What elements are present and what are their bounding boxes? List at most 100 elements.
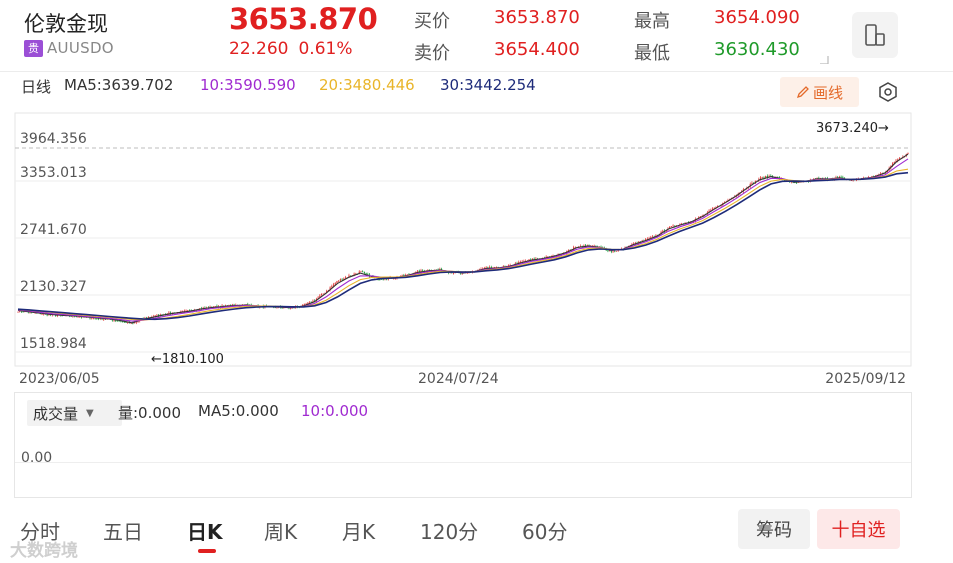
y-tick-label: 2130.327: [20, 279, 87, 295]
precious-metal-badge: 贵: [24, 39, 43, 57]
candle-body: [384, 279, 386, 281]
tab-120min[interactable]: 120分: [420, 520, 479, 544]
candle-body: [672, 225, 674, 227]
candle-body: [873, 176, 875, 177]
candle-body: [355, 273, 357, 275]
candle-body: [615, 250, 618, 252]
candle-body: [693, 221, 695, 222]
ma20-value: 20:3480.446: [319, 76, 415, 94]
ma5-value: MA5:3639.702: [64, 76, 174, 94]
high-label: 最高: [634, 11, 670, 32]
candle-body: [91, 318, 93, 320]
change-percent: 0.61%: [298, 39, 353, 59]
candle-body: [422, 270, 424, 272]
candle-body: [567, 249, 570, 252]
candle-body: [348, 275, 350, 278]
candle-body: [495, 267, 498, 268]
candle-body: [893, 161, 895, 164]
candle-body: [46, 313, 48, 316]
kline-chart[interactable]: 3964.356 3353.013 2741.670 2130.327 1518.984…: [0, 112, 953, 392]
candle-body: [528, 259, 530, 261]
candle-body: [75, 316, 77, 318]
instrument-name: 伦敦金现: [24, 12, 108, 36]
candle-body: [96, 318, 98, 319]
candle-body: [166, 314, 168, 316]
indicator-select[interactable]: 成交量 ▼: [27, 400, 122, 426]
chart-settings-button[interactable]: [874, 77, 902, 107]
ma10-value: 10:3590.590: [200, 76, 296, 94]
candle-body: [403, 275, 405, 277]
candle-body: [274, 307, 276, 309]
candle-body: [789, 181, 791, 183]
tab-monthly-k[interactable]: 月K: [342, 520, 376, 544]
candle-body: [358, 271, 360, 274]
candle-body: [585, 245, 587, 247]
ma-line-ma20: [17, 168, 909, 321]
candle-body: [156, 314, 158, 316]
y-tick-label: 2741.670: [20, 222, 87, 238]
chip-distribution-button[interactable]: 筹码: [738, 509, 810, 549]
candle-body: [507, 265, 510, 267]
candle-body: [344, 277, 347, 279]
kline-svg[interactable]: 3964.356 3353.013 2741.670 2130.327 1518.984…: [0, 112, 953, 392]
candle-body: [416, 270, 419, 272]
candle-body: [490, 266, 492, 269]
candle-body: [97, 318, 100, 320]
draw-line-label: 画线: [812, 83, 843, 102]
candle-body: [645, 239, 647, 241]
candle-body: [116, 320, 119, 322]
candle-body: [214, 306, 216, 308]
candle-body: [353, 273, 355, 276]
draw-line-button[interactable]: 画线: [780, 77, 859, 107]
candle-body: [710, 209, 712, 211]
candle-body: [367, 274, 369, 275]
candle-body: [104, 319, 107, 320]
candle-body: [674, 225, 676, 227]
candle-body: [302, 304, 304, 307]
candle-body: [891, 163, 894, 166]
ma-line-ma5: [17, 153, 909, 324]
low-value: 3630.430: [714, 39, 800, 60]
bid-value: 3653.870: [494, 7, 580, 28]
min-price-label: ←1810.100: [151, 352, 224, 367]
candle-body: [17, 311, 19, 313]
candle-body: [763, 177, 765, 179]
chart-frame: [14, 112, 912, 367]
candle-body: [552, 255, 554, 257]
candle-body: [401, 275, 403, 277]
candle-body: [574, 247, 576, 248]
tab-weekly-k[interactable]: 周K: [264, 520, 298, 544]
candle-body: [360, 271, 362, 273]
candle-body: [759, 177, 762, 180]
add-favorite-button[interactable]: 十自选: [817, 509, 900, 549]
candle-body: [329, 287, 331, 290]
candle-body: [113, 320, 115, 322]
tab-60min[interactable]: 60分: [522, 520, 568, 544]
candle-body: [247, 304, 249, 306]
candle-body: [363, 272, 365, 273]
candle-body: [327, 289, 329, 291]
active-tab-indicator: [198, 549, 216, 553]
candle-body: [717, 205, 719, 208]
candle-body: [370, 276, 372, 278]
candle-body: [392, 278, 395, 280]
candle-body: [120, 321, 122, 322]
candle-body: [377, 277, 379, 280]
candle-body: [22, 311, 24, 313]
device-switch-button[interactable]: [852, 12, 898, 58]
tab-daily-k[interactable]: 日K: [187, 520, 223, 544]
tab-minute[interactable]: 分时: [20, 520, 60, 544]
candle-body: [320, 293, 323, 296]
candle-body: [308, 301, 311, 303]
candle-body: [303, 303, 305, 305]
candle-body: [338, 280, 340, 282]
ma-indicator-bar: 日线 MA5:3639.702 10:3590.590 20:3480.446 …: [0, 71, 953, 111]
candle-body: [452, 272, 455, 274]
candle-body: [795, 182, 798, 184]
candle-body: [223, 305, 225, 307]
candle-body: [334, 283, 336, 285]
hexagon-settings-icon: [879, 82, 897, 102]
candle-body: [612, 250, 614, 252]
candle-body: [135, 321, 137, 323]
tab-five-day[interactable]: 五日: [103, 520, 143, 544]
